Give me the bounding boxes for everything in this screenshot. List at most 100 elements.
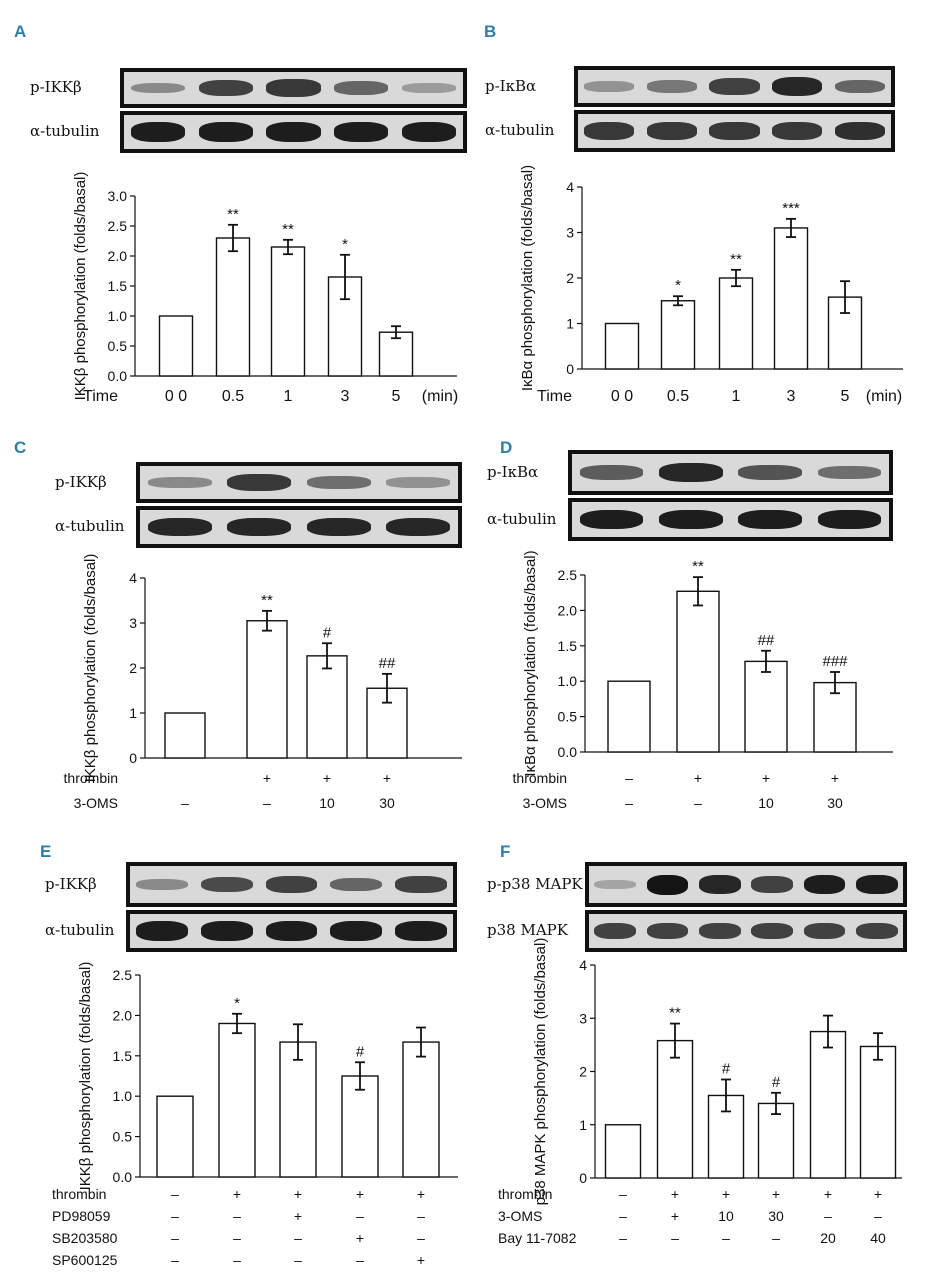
blot-band (579, 465, 644, 480)
blot-band (227, 517, 292, 537)
treatment-cell: 30 (379, 795, 395, 811)
blot-band (394, 921, 447, 941)
y-tick-label: 3 (579, 1010, 587, 1026)
y-tick-label: 2 (579, 1064, 587, 1080)
western-blot-image (574, 110, 895, 152)
bar (164, 712, 206, 759)
blot-label: p-IκBα (487, 462, 539, 481)
blot-band (147, 517, 212, 537)
treatment-cell: + (356, 1230, 364, 1246)
x-tick-label: 0.5 (222, 388, 244, 405)
x-tick-label: 0 0 (165, 388, 187, 405)
blot-label: p-IκBα (485, 76, 537, 95)
treatment-cell: – (263, 795, 271, 811)
treatment-cell: – (694, 795, 702, 811)
blot-band (659, 509, 723, 530)
blot-band (130, 82, 185, 94)
blot-label: p-IKKβ (45, 874, 97, 893)
treatment-label: SB203580 (52, 1230, 118, 1246)
bar (660, 300, 696, 370)
treatment-cell: – (772, 1230, 780, 1246)
blot-label: α-tubulin (55, 517, 125, 535)
significance-mark: ## (758, 632, 775, 649)
treatment-cell: – (233, 1252, 241, 1268)
bar (656, 1039, 694, 1179)
y-axis-label: IKKβ phosphorylation (folds/basal) (72, 172, 89, 401)
treatment-cell: – (294, 1230, 302, 1246)
blot-label: α-tubulin (30, 122, 100, 140)
bar (156, 1095, 194, 1178)
blot-band (646, 874, 689, 895)
y-tick-label: 1.5 (108, 278, 128, 294)
treatment-cell: – (294, 1252, 302, 1268)
blot-band (594, 922, 637, 940)
blot-band (646, 122, 697, 140)
x-tick-label: 0.5 (667, 388, 689, 405)
treatment-cell: 30 (768, 1208, 784, 1224)
treatment-cell: 20 (820, 1230, 836, 1246)
y-tick-label: 2.5 (558, 567, 578, 583)
x-tick-label: 0 0 (611, 388, 633, 405)
significance-mark: ### (822, 653, 848, 670)
y-tick-label: 2 (566, 270, 574, 286)
significance-mark: # (356, 1043, 365, 1060)
treatment-cell: + (294, 1186, 302, 1202)
y-tick-label: 1.5 (558, 638, 578, 654)
treatment-cell: – (722, 1230, 730, 1246)
bar (607, 680, 651, 753)
y-tick-label: 2.0 (113, 1007, 133, 1023)
treatment-cell: + (263, 770, 271, 786)
x-tick-label: 3 (787, 388, 796, 405)
treatment-cell: – (619, 1186, 627, 1202)
blot-band (266, 79, 321, 97)
blot-band (646, 80, 697, 93)
treatment-cell: – (181, 795, 189, 811)
western-blot-image (120, 111, 467, 153)
y-tick-label: 0.5 (558, 709, 578, 725)
treatment-label: Bay 11-7082 (498, 1230, 577, 1246)
significance-mark: * (234, 995, 240, 1012)
blot-band (306, 517, 371, 537)
y-tick-label: 2.5 (108, 218, 128, 234)
bar (306, 655, 348, 759)
y-tick-label: 0.5 (108, 338, 128, 354)
bar (215, 237, 251, 377)
treatment-cell: + (356, 1186, 364, 1202)
significance-mark: ** (730, 251, 742, 268)
western-blot-image (585, 910, 907, 952)
panel-label: E (40, 842, 52, 861)
x-unit-label: (min) (866, 388, 902, 405)
y-tick-label: 2.5 (113, 967, 133, 983)
blot-label: p-IKKβ (55, 472, 107, 491)
western-blot-image (120, 68, 467, 108)
bar (604, 322, 640, 370)
treatment-cell: + (233, 1186, 241, 1202)
y-tick-label: 1 (579, 1117, 587, 1133)
bar (809, 1030, 847, 1179)
treatment-cell: + (383, 770, 391, 786)
bar (341, 1075, 379, 1178)
significance-mark: # (772, 1074, 781, 1091)
y-tick-label: 0 (566, 361, 574, 377)
blot-band (659, 463, 723, 482)
blot-band (330, 921, 382, 941)
blot-band (386, 517, 451, 537)
blot-band (401, 122, 457, 142)
treatment-cell: + (762, 770, 770, 786)
western-blot-image (568, 498, 893, 541)
blot-label: α-tubulin (45, 921, 115, 939)
western-blot-image (136, 462, 462, 503)
treatment-cell: – (619, 1208, 627, 1224)
treatment-cell: – (874, 1208, 882, 1224)
blot-band (772, 122, 823, 140)
blot-band (855, 874, 898, 895)
treatment-cell: – (625, 795, 633, 811)
x-tick-label: 5 (392, 388, 401, 405)
treatment-cell: – (171, 1186, 179, 1202)
y-axis-label: IKKβ phosphorylation (folds/basal) (77, 962, 94, 1191)
blot-band (265, 876, 318, 893)
blot-band (738, 464, 802, 481)
western-blot-image (574, 66, 895, 107)
bar (859, 1045, 897, 1179)
blot-label: α-tubulin (487, 509, 557, 528)
